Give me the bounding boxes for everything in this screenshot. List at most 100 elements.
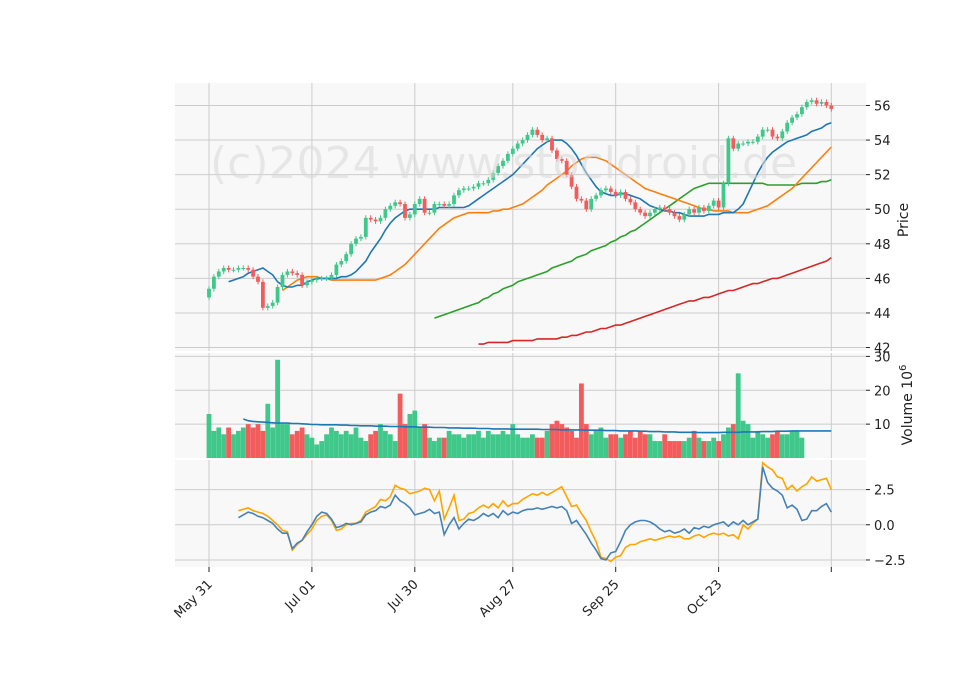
candle-body bbox=[702, 207, 706, 211]
volume-bar bbox=[304, 434, 310, 458]
candle-body bbox=[241, 268, 246, 270]
volume-bar bbox=[598, 427, 604, 458]
oscillator-ytick-label: 0.0 bbox=[874, 519, 895, 534]
candle-body bbox=[755, 136, 760, 142]
oscillator-fast-line bbox=[238, 466, 832, 561]
volume-bar bbox=[510, 424, 516, 458]
candle-body bbox=[785, 122, 790, 132]
candle-body bbox=[378, 217, 383, 222]
volume-bar bbox=[270, 427, 276, 458]
volume-bar bbox=[588, 434, 594, 458]
candle-body bbox=[344, 254, 349, 262]
candle-body bbox=[770, 129, 775, 137]
candle-body bbox=[550, 138, 554, 151]
candle-body bbox=[569, 174, 574, 187]
candle-body bbox=[354, 238, 358, 244]
volume-bar bbox=[745, 424, 751, 458]
candle-body bbox=[780, 131, 785, 139]
candle-body bbox=[290, 271, 295, 274]
volume-bar bbox=[255, 424, 261, 458]
volume-bar bbox=[608, 434, 614, 458]
candle-body bbox=[300, 274, 304, 286]
volume-bar bbox=[662, 434, 668, 458]
volume-bar bbox=[623, 434, 628, 458]
candle-body bbox=[408, 214, 412, 218]
candle-body bbox=[275, 287, 280, 303]
candle-body bbox=[388, 205, 393, 210]
volume-bar bbox=[451, 434, 457, 458]
candle-body bbox=[398, 202, 402, 205]
volume-bar bbox=[500, 430, 506, 458]
volume-bar bbox=[495, 434, 501, 458]
price-ytick-label: 56 bbox=[874, 99, 891, 114]
candle-body bbox=[295, 273, 300, 275]
oscillator-slow-line bbox=[238, 461, 833, 563]
price-ytick-label: 52 bbox=[874, 169, 891, 184]
volume-average-line bbox=[243, 418, 832, 434]
candle-body bbox=[481, 183, 486, 185]
volume-bar bbox=[505, 434, 511, 458]
volume-bar bbox=[240, 427, 246, 458]
candle-body bbox=[491, 172, 496, 180]
x-tick-label: Jul 01 bbox=[282, 577, 319, 614]
candle-body bbox=[657, 207, 662, 210]
volume-bar bbox=[289, 434, 295, 458]
x-tick-label: Aug 27 bbox=[476, 577, 519, 620]
volume-bar bbox=[681, 441, 687, 458]
candle-body bbox=[373, 219, 378, 222]
volume-bar bbox=[515, 434, 521, 458]
volume-bar bbox=[216, 427, 222, 458]
volume-bar bbox=[265, 403, 271, 458]
oscillator-background bbox=[175, 460, 866, 567]
candle-body bbox=[256, 276, 260, 282]
volume-ytick-label: 10 bbox=[874, 418, 891, 433]
candle-body bbox=[452, 195, 456, 205]
volume-bar bbox=[343, 430, 349, 458]
candle-body bbox=[393, 202, 398, 206]
x-tick-label: May 31 bbox=[172, 577, 216, 621]
candle-body bbox=[790, 117, 794, 123]
x-tick-label: Sep 25 bbox=[580, 577, 623, 620]
candle-body bbox=[251, 269, 255, 277]
x-tick-label: Jul 30 bbox=[385, 577, 422, 614]
candle-body bbox=[359, 236, 363, 239]
candle-body bbox=[829, 105, 834, 109]
volume-bar bbox=[628, 430, 633, 458]
candle-body bbox=[716, 200, 721, 208]
volume-bar bbox=[334, 430, 339, 458]
candle-body bbox=[515, 143, 520, 149]
price-ytick-label: 44 bbox=[874, 307, 891, 322]
candle-body bbox=[760, 129, 765, 137]
candle-body bbox=[486, 179, 491, 184]
price-ytick-label: 42 bbox=[874, 342, 891, 357]
price-panel: 42 44 46 48 50 52 54 56 bbox=[175, 83, 891, 357]
volume-bar bbox=[564, 427, 570, 458]
ma-200-line bbox=[478, 256, 832, 345]
volume-panel: 10 20 30 bbox=[175, 350, 891, 458]
volume-bar bbox=[740, 420, 746, 458]
volume-bar bbox=[657, 441, 663, 458]
candle-body bbox=[261, 281, 265, 308]
candle-body bbox=[442, 204, 447, 206]
volume-bar bbox=[412, 410, 418, 458]
volume-bar bbox=[549, 424, 555, 458]
candle-body bbox=[662, 207, 667, 210]
candle-body bbox=[285, 271, 290, 275]
volume-bar bbox=[363, 441, 369, 458]
volume-bar bbox=[456, 434, 462, 458]
volume-bar bbox=[446, 430, 452, 458]
volume-bar bbox=[779, 434, 785, 458]
candle-body bbox=[422, 198, 427, 213]
volume-ytick-label: 30 bbox=[874, 350, 891, 365]
candle-body bbox=[403, 204, 407, 218]
volume-bar bbox=[368, 434, 374, 458]
candle-body bbox=[667, 209, 672, 213]
volume-bar bbox=[603, 437, 609, 458]
candle-body bbox=[751, 141, 755, 143]
volume-bar bbox=[539, 437, 545, 458]
volume-bar bbox=[583, 424, 589, 458]
candle-body bbox=[368, 217, 373, 220]
volume-bar bbox=[211, 430, 217, 458]
volume-bar bbox=[569, 430, 574, 458]
